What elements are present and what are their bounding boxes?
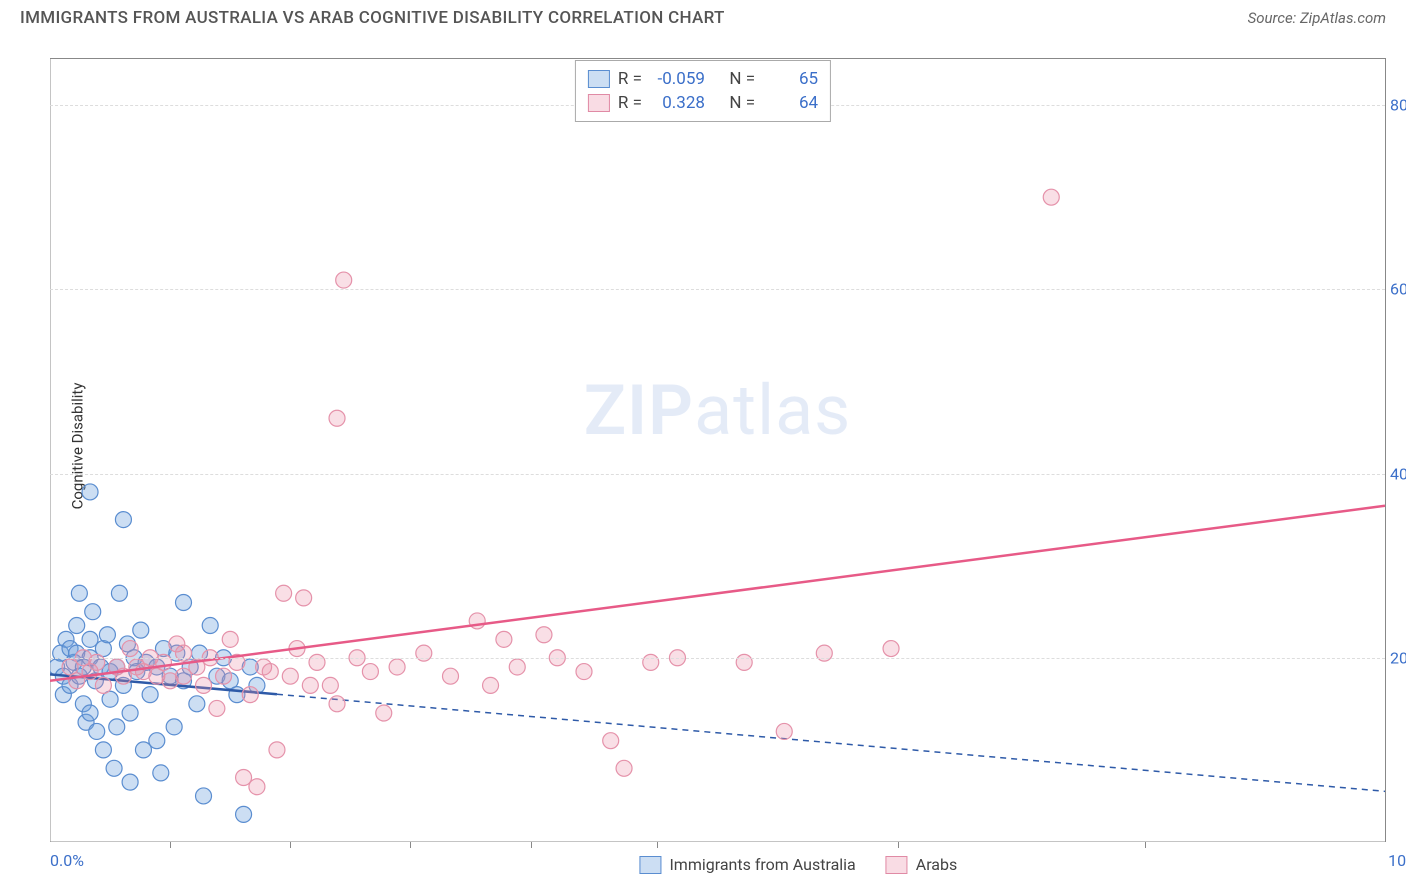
- data-point: [149, 733, 165, 749]
- x-axis-min-label: 0.0%: [50, 851, 84, 870]
- data-point: [142, 687, 158, 703]
- data-point: [776, 723, 792, 739]
- y-tick-label: 60.0%: [1390, 280, 1406, 299]
- data-point: [236, 806, 252, 822]
- data-point: [196, 677, 212, 693]
- data-point: [536, 627, 552, 643]
- data-point: [176, 645, 192, 661]
- data-point: [616, 760, 632, 776]
- data-point: [1043, 189, 1059, 205]
- data-point: [329, 410, 345, 426]
- data-point: [71, 585, 87, 601]
- data-point: [443, 668, 459, 684]
- y-tick-label: 20.0%: [1390, 648, 1406, 667]
- data-point: [176, 594, 192, 610]
- swatch-pink: [886, 856, 908, 874]
- y-tick-label: 40.0%: [1390, 464, 1406, 483]
- data-point: [336, 272, 352, 288]
- data-point: [816, 645, 832, 661]
- x-tick: [170, 842, 171, 848]
- chart-title: IMMIGRANTS FROM AUSTRALIA VS ARAB COGNIT…: [20, 8, 725, 28]
- data-point: [95, 677, 111, 693]
- x-tick: [657, 842, 658, 848]
- data-point: [122, 641, 138, 657]
- data-point: [269, 742, 285, 758]
- grid-line: [50, 658, 1385, 659]
- trend-line-dashed: [277, 694, 1385, 791]
- grid-line: [50, 474, 1385, 475]
- data-point: [282, 668, 298, 684]
- data-point: [209, 700, 225, 716]
- data-point: [95, 742, 111, 758]
- data-point: [362, 664, 378, 680]
- correlation-stats-legend: R = -0.059 N = 65 R = 0.328 N = 64: [575, 60, 831, 122]
- x-tick: [290, 842, 291, 848]
- data-point: [296, 590, 312, 606]
- swatch-blue: [588, 70, 610, 88]
- data-point: [416, 645, 432, 661]
- data-point: [153, 765, 169, 781]
- grid-line: [50, 289, 1385, 290]
- data-point: [496, 631, 512, 647]
- data-point: [329, 696, 345, 712]
- data-point: [122, 774, 138, 790]
- x-tick: [1145, 842, 1146, 848]
- swatch-pink: [588, 94, 610, 112]
- data-point: [389, 659, 405, 675]
- data-point: [111, 585, 127, 601]
- data-point: [99, 627, 115, 643]
- source-attribution: Source: ZipAtlas.com: [1248, 9, 1386, 27]
- data-point: [483, 677, 499, 693]
- data-point: [216, 668, 232, 684]
- data-point: [242, 687, 258, 703]
- data-point: [249, 779, 265, 795]
- stats-row: R = -0.059 N = 65: [588, 67, 818, 91]
- data-point: [376, 705, 392, 721]
- data-point: [883, 641, 899, 657]
- data-point: [196, 788, 212, 804]
- data-point: [82, 705, 98, 721]
- data-point: [122, 705, 138, 721]
- data-point: [133, 622, 149, 638]
- legend-item: Arabs: [886, 855, 958, 874]
- data-point: [109, 719, 125, 735]
- x-tick: [898, 842, 899, 848]
- data-point: [322, 677, 338, 693]
- data-point: [509, 659, 525, 675]
- stats-row: R = 0.328 N = 64: [588, 91, 818, 115]
- data-point: [603, 733, 619, 749]
- data-point: [576, 664, 592, 680]
- data-point: [85, 604, 101, 620]
- x-tick: [410, 842, 411, 848]
- x-axis-max-label: 100.0%: [1388, 851, 1406, 870]
- data-point: [302, 677, 318, 693]
- data-point: [276, 585, 292, 601]
- data-point: [202, 618, 218, 634]
- chart-plot-area: 20.0%40.0%60.0%80.0% 0.0% 100.0% ZIPatla…: [50, 58, 1386, 842]
- data-point: [189, 696, 205, 712]
- scatter-plot: [50, 59, 1385, 842]
- swatch-blue: [639, 856, 661, 874]
- y-tick-label: 80.0%: [1390, 96, 1406, 115]
- data-point: [262, 664, 278, 680]
- data-point: [82, 484, 98, 500]
- data-point: [222, 631, 238, 647]
- data-point: [106, 760, 122, 776]
- data-point: [115, 512, 131, 528]
- data-point: [69, 618, 85, 634]
- data-point: [166, 719, 182, 735]
- series-legend: Immigrants from Australia Arabs: [639, 855, 957, 874]
- x-tick: [531, 842, 532, 848]
- trend-line: [50, 506, 1385, 681]
- data-point: [89, 723, 105, 739]
- legend-item: Immigrants from Australia: [639, 855, 855, 874]
